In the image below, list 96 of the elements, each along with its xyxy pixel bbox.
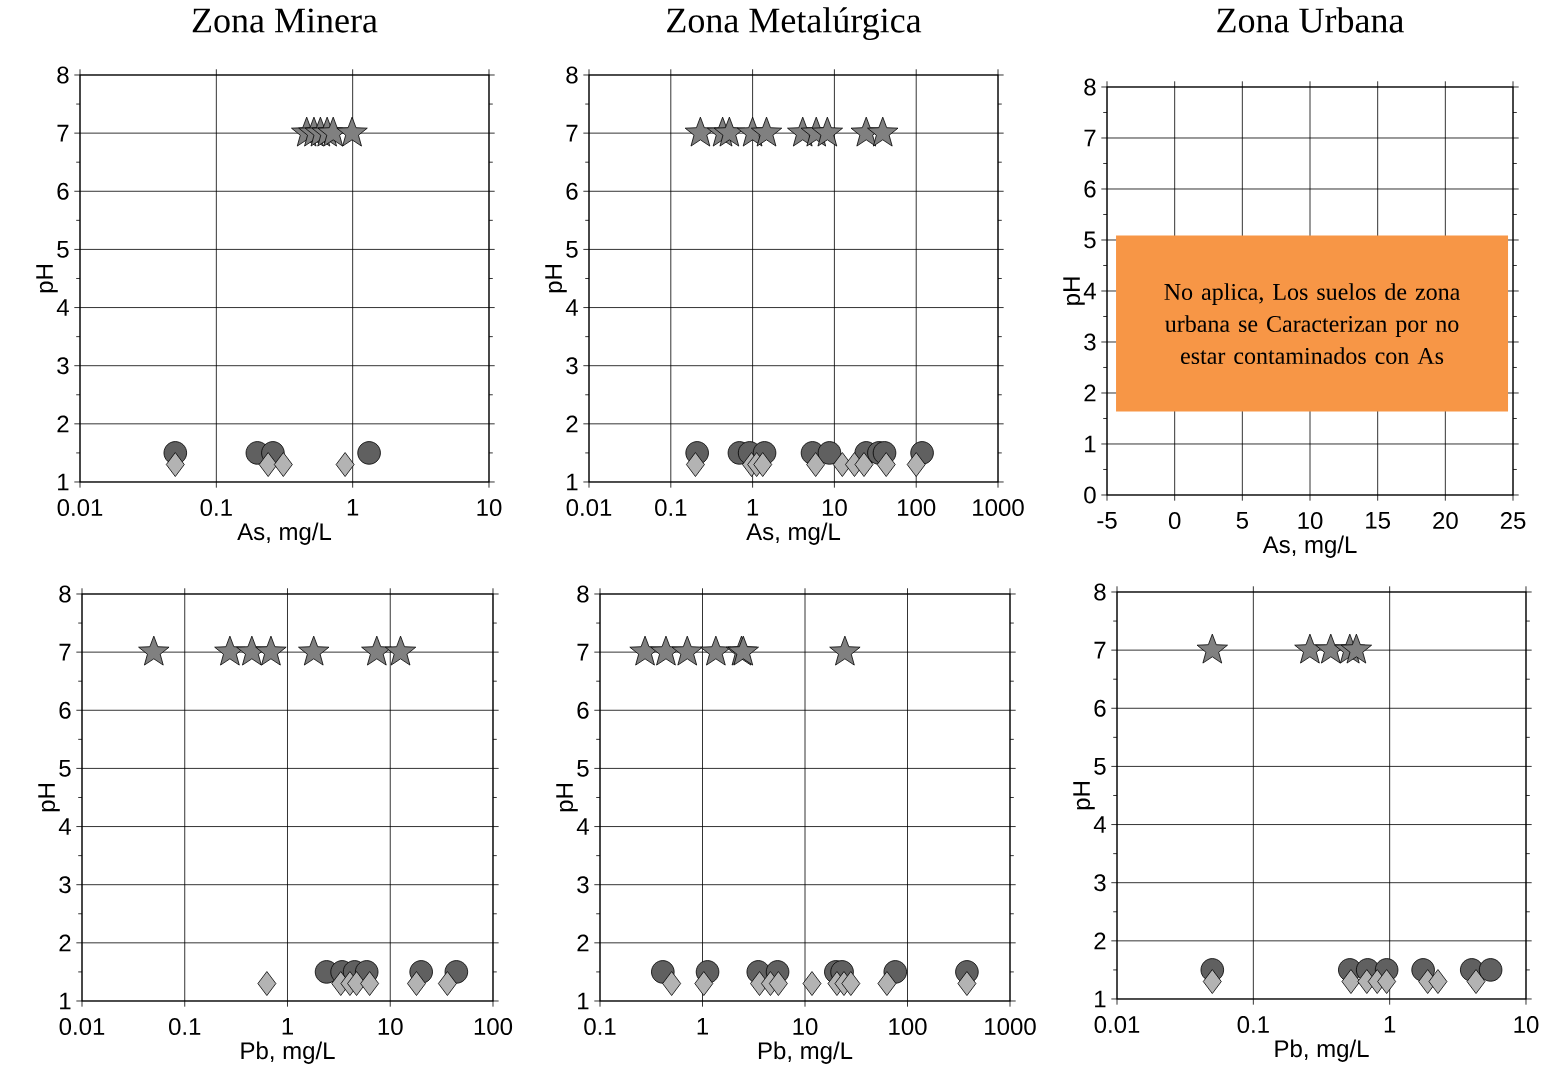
- y-tick-label: 1: [1085, 435, 1096, 453]
- x-tick-label: 1: [1384, 1016, 1396, 1033]
- x-axis-title: Pb, mg/L: [1275, 1039, 1369, 1062]
- y-tick-label: 1: [567, 473, 578, 491]
- y-tick-label: 8: [566, 66, 578, 84]
- y-tick-label: 4: [1083, 282, 1096, 300]
- y-tick-label: 7: [57, 124, 69, 142]
- y-tick-label: 7: [1084, 129, 1096, 147]
- y-tick-label: 4: [565, 299, 578, 316]
- x-tick-label: 20: [1433, 512, 1458, 530]
- x-tick-label: 0.1: [1237, 1016, 1269, 1034]
- y-tick-label: 5: [1094, 758, 1106, 775]
- x-tick-label: 25: [1500, 512, 1526, 530]
- y-tick-label: 1: [578, 992, 589, 1010]
- annotation: No aplica, Los suelos de zona urbana se Caracterizan por no estar contaminados con As: [1164, 283, 1461, 365]
- y-tick-label: 2: [1084, 384, 1096, 402]
- y-tick-label: 7: [59, 643, 71, 661]
- x-tick-label: 0: [1168, 512, 1181, 530]
- x-tick-label: 1000: [973, 499, 1024, 517]
- y-tick-label: 2: [566, 415, 578, 433]
- y-tick-label: 3: [59, 876, 71, 894]
- y-axis-title: pH: [556, 784, 578, 812]
- x-tick-label: 10: [477, 499, 502, 517]
- y-tick-label: 1: [1095, 990, 1106, 1008]
- y-tick-label: 6: [57, 182, 69, 200]
- y-tick-label: 2: [1094, 932, 1106, 950]
- y-tick-label: 8: [1094, 583, 1106, 601]
- chart-title: Zona Metalúrgica: [667, 7, 922, 41]
- x-axis-title: Pb, mg/L: [758, 1041, 853, 1064]
- y-tick-label: 2: [59, 934, 71, 952]
- y-tick-label: 0: [1084, 486, 1096, 504]
- x-axis-title: As, mg/L: [746, 522, 841, 545]
- y-tick-label: 6: [1084, 180, 1096, 198]
- y-tick-label: 4: [1093, 816, 1106, 833]
- x-axis-title: Pb, mg/L: [241, 1041, 335, 1064]
- x-axis-title: As, mg/L: [237, 522, 332, 545]
- x-tick-label: 1000: [985, 1018, 1036, 1036]
- y-tick-label: 3: [57, 357, 69, 375]
- y-tick-label: 5: [57, 241, 69, 258]
- y-tick-label: 5: [566, 241, 578, 258]
- x-tick-label: 0.01: [1094, 1016, 1140, 1034]
- y-tick-label: 3: [1084, 333, 1096, 351]
- x-tick-label: 0.1: [169, 1018, 201, 1036]
- y-tick-label: 2: [577, 934, 589, 952]
- x-tick-label: 0.01: [57, 499, 103, 517]
- y-axis-title: pH: [1063, 277, 1085, 305]
- x-tick-label: 10: [378, 1018, 403, 1036]
- y-tick-label: 6: [566, 182, 578, 200]
- x-tick-label: 5: [1236, 512, 1249, 529]
- y-tick-label: 4: [56, 299, 69, 316]
- y-tick-label: 5: [59, 760, 71, 777]
- y-tick-label: 5: [1084, 231, 1096, 249]
- x-tick-label: 100: [889, 1018, 927, 1036]
- y-tick-label: 8: [577, 585, 589, 603]
- y-tick-label: 4: [576, 818, 589, 835]
- y-tick-label: 7: [577, 643, 589, 661]
- y-axis-title: pH: [38, 784, 60, 812]
- y-tick-label: 8: [57, 66, 69, 84]
- x-tick-label: -5: [1097, 512, 1117, 529]
- y-tick-label: 8: [1084, 78, 1096, 96]
- y-tick-label: 1: [60, 992, 71, 1010]
- y-tick-label: 7: [566, 124, 578, 142]
- x-tick-label: 10: [793, 1018, 818, 1036]
- x-tick-label: 0.01: [566, 499, 612, 517]
- y-tick-label: 5: [577, 760, 589, 777]
- x-tick-label: 10: [1298, 512, 1323, 530]
- y-tick-label: 8: [59, 585, 71, 603]
- y-tick-label: 4: [58, 818, 71, 835]
- x-tick-label: 10: [1514, 1016, 1539, 1034]
- y-tick-label: 1: [58, 473, 69, 491]
- x-axis-title: As, mg/L: [1262, 535, 1357, 558]
- x-tick-label: 0.01: [59, 1018, 105, 1036]
- y-tick-label: 3: [566, 357, 578, 375]
- x-tick-label: 15: [1366, 512, 1391, 529]
- y-tick-label: 6: [577, 701, 589, 719]
- chart-title: Zona Urbana: [1217, 7, 1404, 33]
- x-tick-label: 0.1: [584, 1018, 616, 1036]
- x-tick-label: 1: [747, 499, 759, 516]
- y-tick-label: 6: [1094, 699, 1106, 717]
- y-tick-label: 6: [59, 701, 71, 719]
- y-axis-title: pH: [545, 265, 567, 293]
- y-axis-title: pH: [36, 265, 58, 293]
- y-tick-label: 2: [57, 415, 69, 433]
- chart-title: Zona Minera: [192, 8, 378, 33]
- x-tick-label: 100: [898, 499, 936, 517]
- y-axis-title: pH: [1073, 782, 1095, 810]
- x-tick-label: 1: [697, 1018, 708, 1035]
- x-tick-label: 0.1: [200, 499, 232, 517]
- x-tick-label: 100: [474, 1018, 513, 1036]
- y-tick-label: 3: [577, 876, 589, 894]
- x-tick-label: 1: [282, 1018, 293, 1035]
- y-tick-label: 3: [1094, 874, 1106, 892]
- x-tick-label: 1: [347, 499, 359, 516]
- y-tick-label: 7: [1094, 641, 1106, 659]
- x-tick-label: 0.1: [655, 499, 687, 517]
- x-tick-label: 10: [822, 499, 847, 517]
